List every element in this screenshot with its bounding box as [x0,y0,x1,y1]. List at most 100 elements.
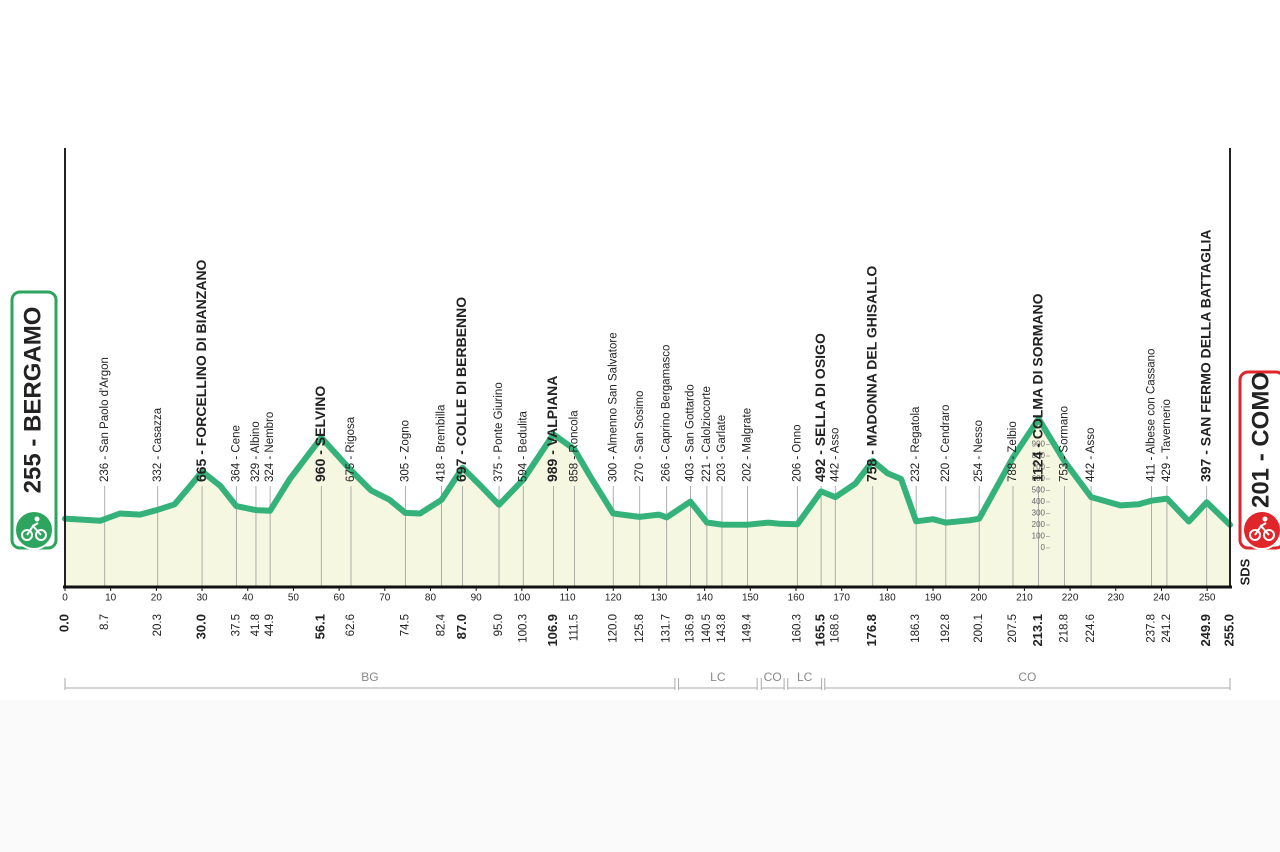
y-tick-label: 700 [1032,463,1046,472]
waypoint-km: 106.9 [545,614,560,647]
bike-rider [26,522,42,536]
waypoint-name: 665 - FORCELLINO DI BIANZANO [193,259,209,482]
waypoint-km: 186.3 [910,614,922,643]
waypoint-km: 95.0 [493,614,505,636]
x-tick-label: 190 [925,593,942,604]
start-badge [14,510,54,550]
x-tick-label: 130 [651,593,668,604]
finish-badge [1242,510,1280,550]
waypoint-km: 82.4 [435,613,447,636]
waypoint-name: 206 - Onno [791,424,803,482]
bike-head [34,516,40,522]
waypoint-km: 168.6 [829,614,841,643]
waypoint-name: 989 - VALPIANA [544,376,560,482]
waypoint-name: 270 - San Sosimo [634,391,646,482]
finish-km: 255.0 [1221,614,1236,647]
waypoint-km: 224.6 [1085,614,1097,643]
waypoint-name: 397 - SAN FERMO DELLA BATTAGLIA [1197,229,1213,482]
start-km: 0.0 [56,614,71,632]
waypoint-name: 203 - Garlate [716,415,728,482]
waypoint-name: 254 - Nesso [973,420,985,482]
waypoint-name: 403 - San Gottardo [684,384,696,482]
waypoint-km: 44.9 [264,614,276,636]
y-tick-label: 400 [1032,497,1046,506]
waypoint-name: 594 - Bedulita [517,410,529,482]
waypoint-km: 41.8 [250,614,262,636]
waypoint-km: 165.5 [813,614,828,647]
start-name: 255 - BERGAMO [19,307,46,494]
y-tick-label: 600 [1032,474,1046,483]
x-tick-label: 70 [379,593,391,604]
x-tick-label: 220 [1062,593,1079,604]
waypoint-km: 140.5 [701,614,713,643]
x-tick-label: 200 [970,593,987,604]
x-tick-label: 170 [833,593,850,604]
x-tick-label: 180 [879,593,896,604]
waypoint-name: 418 - Brembilla [435,404,447,482]
waypoint-name: 232 - Regatola [910,406,922,482]
region-label: BG [361,670,378,684]
bike-head [1262,516,1268,522]
x-tick-label: 250 [1199,593,1216,604]
bottom-panel [0,700,1280,852]
waypoint-km: 62.6 [345,614,357,636]
profile-area [65,418,1230,587]
waypoint-km: 207.5 [1007,614,1019,643]
x-tick-label: 60 [334,593,346,604]
waypoint-name: 960 - SELVINO [312,386,328,482]
waypoint-km: 56.1 [313,614,328,639]
x-tick-label: 140 [696,593,713,604]
waypoint-km: 120.0 [607,614,619,643]
region-label: CO [764,670,782,684]
waypoint-name: 202 - Malgrate [742,408,754,482]
waypoint-name: 375 - Ponte Giurino [493,382,505,482]
waypoint-name: 221 - Calolziocorte [701,386,713,482]
waypoint-km: 125.8 [634,614,646,643]
bike-wheel [1263,529,1275,541]
logo: SDS [1237,558,1252,585]
waypoint-km: 30.0 [193,614,208,639]
x-tick-label: 30 [196,593,208,604]
x-tick-label: 90 [471,593,483,604]
waypoint-name: 442 - Asso [1085,428,1097,482]
waypoint-name: 300 - Almenno San Salvatore [607,332,619,482]
y-tick-label: 500 [1032,486,1046,495]
waypoint-km: 160.3 [791,614,803,643]
x-tick-label: 110 [560,593,576,604]
x-tick-label: 80 [425,593,437,604]
x-tick-label: 150 [742,593,759,604]
waypoint-name: 697 - COLLE DI BERBENNO [453,297,469,482]
x-tick-label: 20 [151,593,163,604]
waypoint-name: 675 - Rigosa [345,416,357,482]
waypoint-name: 332 - Casazza [152,407,164,482]
waypoint-name: 266 - Caprino Bergamasco [661,345,673,482]
waypoint-name: 236 - San Paolo d'Argon [99,357,111,482]
waypoint-km: 200.1 [973,614,985,643]
y-tick-label: 100 [1032,532,1046,541]
finish-name: 201 - COMO [1247,372,1274,508]
waypoint-km: 131.7 [661,614,673,643]
y-tick-label: 800 [1032,451,1046,460]
waypoint-km: 176.8 [864,614,879,647]
y-tick-label: 200 [1032,520,1046,529]
x-tick-label: 210 [1016,593,1033,604]
waypoint-name: 758 - MADONNA DEL GHISALLO [863,266,879,482]
waypoint-km: 136.9 [684,614,696,643]
bike-wheel [21,529,33,541]
bike-rider [1254,522,1270,536]
y-tick-label: 900 [1032,440,1046,449]
waypoint-km: 111.5 [568,614,580,641]
waypoint-name: 411 - Albese con Cassano [1145,349,1157,482]
region-label: CO [1018,670,1036,684]
waypoint-name: 753 - Sormano [1059,406,1071,482]
x-tick-label: 120 [605,593,622,604]
x-tick-label: 0 [62,593,68,604]
waypoint-name: 429 - Tavernerio [1161,399,1173,482]
x-tick-label: 40 [242,593,254,604]
waypoint-name: 220 - Cendraro [940,405,952,482]
y-tick-label: 0 [1041,543,1046,552]
waypoint-km: 213.1 [1030,614,1045,647]
x-tick-label: 50 [288,593,300,604]
